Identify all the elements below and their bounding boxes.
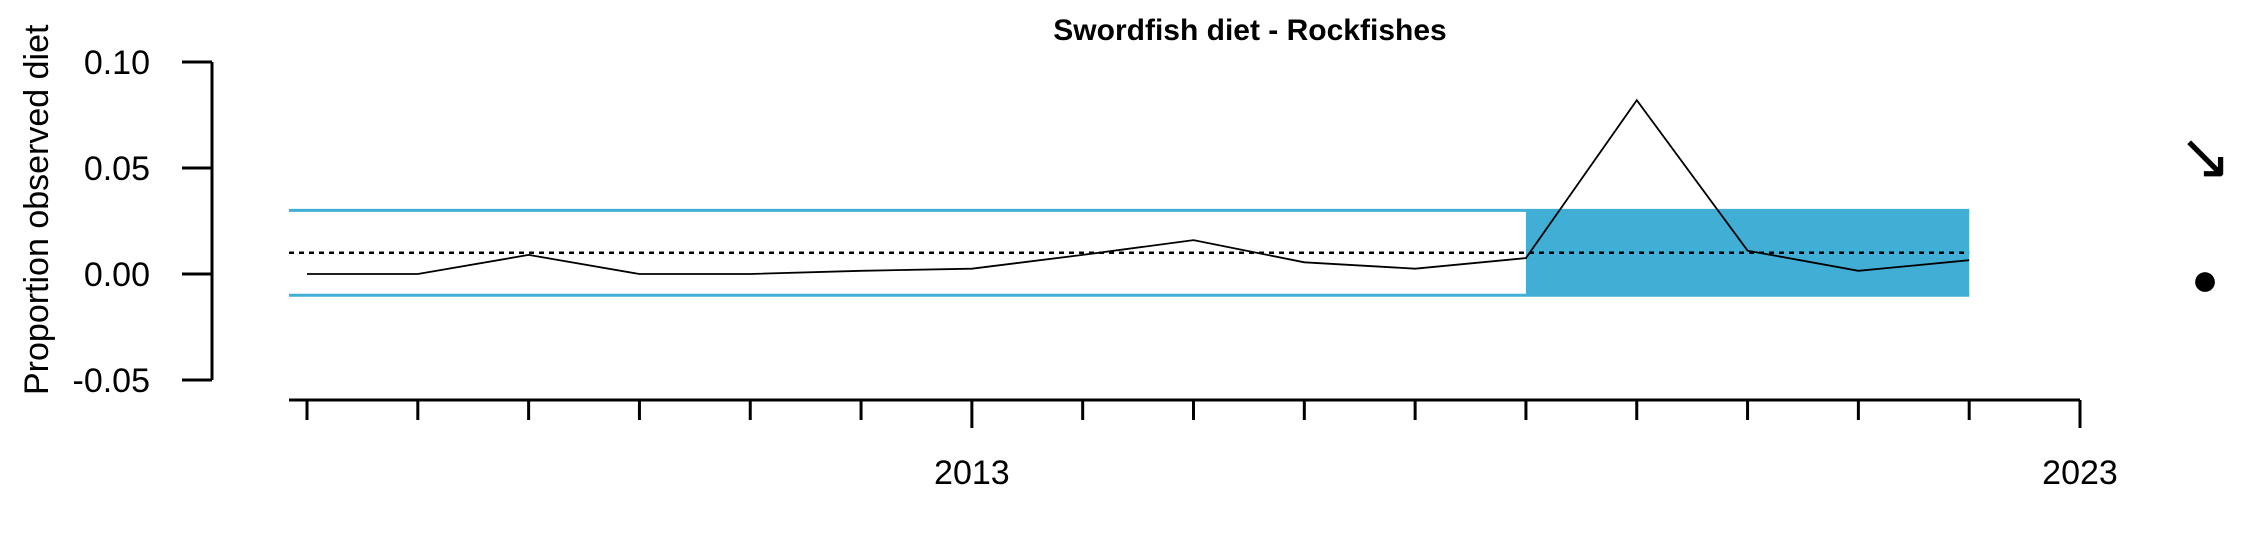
y-tick-label: 0.00 — [84, 256, 150, 294]
plot-area — [289, 98, 1970, 297]
x-tick-label: 2023 — [2042, 454, 2118, 492]
trend-arrow-icon: ↘ — [2178, 120, 2232, 192]
chart-title: Swordfish diet - Rockfishes — [1053, 14, 1446, 47]
x-tick-label: 2013 — [934, 454, 1010, 492]
status-dot-icon: ● — [2191, 253, 2219, 305]
y-tick-label: 0.05 — [84, 150, 150, 188]
series-line — [307, 98, 1970, 275]
y-tick-label: -0.05 — [73, 362, 151, 400]
y-axis: 0.10 0.05 0.00 -0.05 — [73, 44, 214, 400]
y-axis-label: Proportion observed diet — [18, 24, 56, 395]
x-axis: 2013 2023 — [289, 398, 2118, 492]
y-tick-label: 0.10 — [84, 44, 150, 82]
